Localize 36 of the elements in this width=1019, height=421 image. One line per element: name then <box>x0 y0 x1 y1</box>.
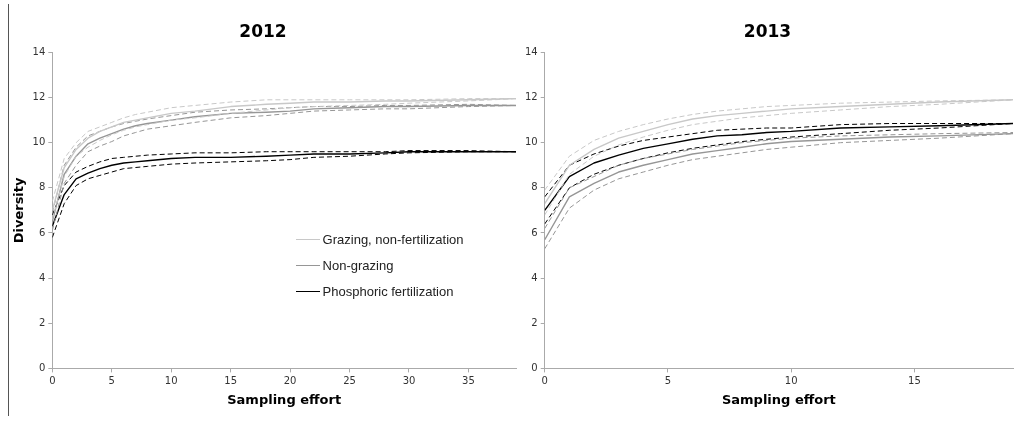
chart-title: 2013 <box>743 20 792 41</box>
x-tick-label: 10 <box>784 374 798 386</box>
x-tick-label: 35 <box>462 374 475 386</box>
chart-title: 2012 <box>239 20 287 41</box>
y-tick-label: 8 <box>531 181 538 193</box>
x-tick-label: 10 <box>164 374 178 386</box>
y-tick-label: 10 <box>524 136 538 148</box>
legend-label: Grazing, non-fertilization <box>322 231 464 247</box>
y-tick-label: 0 <box>531 361 538 373</box>
y-tick-label: 12 <box>32 91 46 103</box>
x-tick-label: 5 <box>108 374 115 386</box>
y-tick-label: 0 <box>38 361 46 373</box>
x-axis-title: Sampling effort <box>721 391 836 407</box>
y-tick-label: 4 <box>531 271 538 283</box>
y-tick-label: 2 <box>531 316 538 328</box>
x-tick-label: 15 <box>224 374 238 386</box>
y-tick-label: 6 <box>531 226 538 238</box>
y-tick-label: 12 <box>524 91 538 103</box>
legend-label: Phosphoric fertilization <box>322 283 454 299</box>
y-tick-label: 8 <box>38 181 46 193</box>
y-tick-label: 2 <box>38 316 46 328</box>
y-tick-label: 6 <box>38 226 46 238</box>
x-tick-label: 25 <box>343 374 356 386</box>
x-tick-label: 0 <box>541 374 548 386</box>
x-axis-title: Sampling effort <box>227 391 342 407</box>
y-tick-label: 14 <box>524 45 538 57</box>
y-axis-title: Diversity <box>11 176 27 244</box>
legend-label: Non-grazing <box>322 257 394 273</box>
x-tick-label: 15 <box>908 374 921 386</box>
x-tick-label: 5 <box>664 374 672 386</box>
x-tick-label: 0 <box>49 374 56 386</box>
y-tick-label: 4 <box>38 271 46 283</box>
y-tick-label: 10 <box>32 136 46 148</box>
y-tick-label: 14 <box>32 45 46 57</box>
x-tick-label: 20 <box>283 374 297 386</box>
x-tick-label: 30 <box>402 374 416 386</box>
